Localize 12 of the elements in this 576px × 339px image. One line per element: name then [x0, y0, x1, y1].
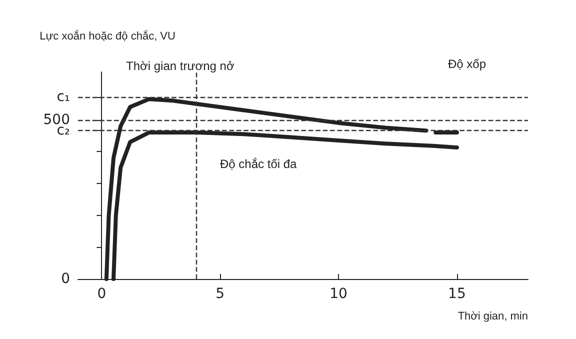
x-axis-title: Thời gian, min — [458, 310, 528, 322]
x-tick-label: 0 — [97, 286, 106, 302]
annotation: Thời gian trương nở — [126, 59, 234, 73]
x-tick-label: 15 — [448, 286, 466, 302]
x-tick-label: 10 — [330, 286, 348, 302]
y-tick-label: 0 — [61, 271, 70, 287]
y-tick-label: c₁ — [56, 89, 70, 106]
text: Độ xốp — [448, 57, 486, 71]
x-tick-label: 5 — [216, 286, 225, 302]
y-axis-title: Lực xoắn hoặc độ chắc, VU — [40, 30, 176, 42]
y-tick-label: 500 — [43, 112, 70, 128]
annotation: Độ chắc tối đa — [220, 157, 298, 171]
